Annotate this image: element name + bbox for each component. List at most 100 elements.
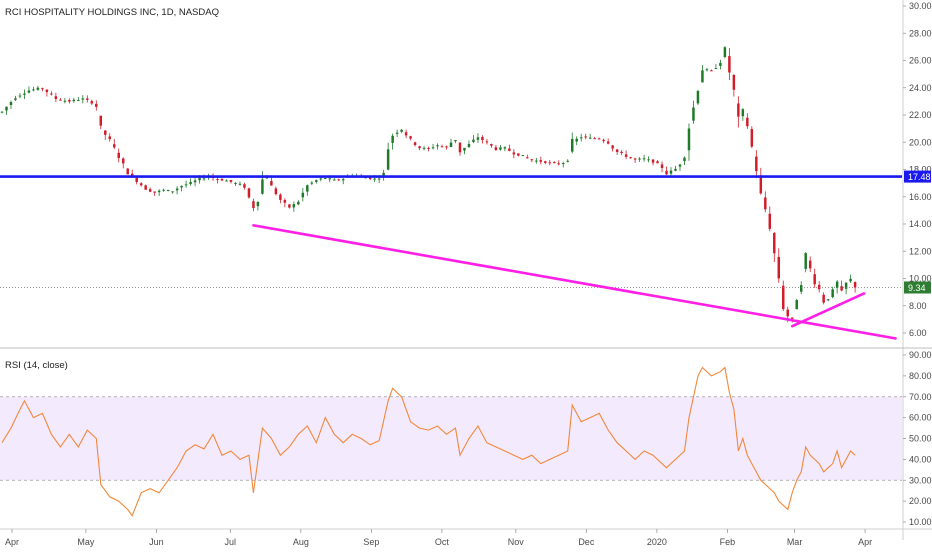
candle-body xyxy=(719,62,722,66)
candle-body xyxy=(790,317,794,319)
candle-body xyxy=(799,285,803,292)
time-tick-label: Mar xyxy=(787,537,803,547)
candle-body xyxy=(817,284,821,290)
candle-body xyxy=(193,180,197,183)
candle-body xyxy=(99,115,103,126)
candle-body xyxy=(844,282,848,289)
candle-body xyxy=(723,47,727,58)
candle-body xyxy=(86,98,89,100)
candle-body xyxy=(808,260,812,269)
candle-body xyxy=(696,90,700,104)
time-tick-label: Nov xyxy=(508,537,525,547)
candle-body xyxy=(404,132,408,136)
candle-body xyxy=(544,161,547,163)
candle-body xyxy=(804,253,807,269)
candle-body xyxy=(409,136,412,139)
price-tick-label: 22.00 xyxy=(909,110,932,120)
candle-body xyxy=(512,152,516,155)
candle-body xyxy=(288,204,291,208)
candle-body xyxy=(32,89,35,91)
time-tick-label: Apr xyxy=(5,537,19,547)
candle-body xyxy=(773,233,776,254)
candle-body xyxy=(175,188,179,191)
candle-body xyxy=(216,179,219,181)
candle-body xyxy=(306,185,309,192)
candle-body xyxy=(530,159,534,161)
candle-body xyxy=(660,164,664,169)
candle-body xyxy=(368,177,372,179)
rsi-tick-label: 10.00 xyxy=(909,517,932,527)
candle-body xyxy=(835,281,839,288)
rsi-tick-label: 40.00 xyxy=(909,454,932,464)
candle-body xyxy=(135,177,138,183)
chart-title: RCI HOSPITALITY HOLDINGS INC, 1D, NASDAQ xyxy=(5,7,219,18)
rsi-title: RSI (14, close) xyxy=(5,360,68,371)
candle-body xyxy=(831,289,834,298)
candle-body xyxy=(597,138,601,140)
candle-body xyxy=(566,160,569,162)
candle-body xyxy=(90,101,94,104)
descending-trendline[interactable] xyxy=(252,224,897,340)
time-tick-label: Apr xyxy=(858,537,872,547)
candle-body xyxy=(72,99,76,102)
candle-body xyxy=(714,68,718,70)
candle-body xyxy=(786,309,789,317)
candle-body xyxy=(840,286,843,291)
ascending-trendline[interactable] xyxy=(790,292,866,328)
candle-body xyxy=(692,107,695,121)
candle-body xyxy=(77,99,80,101)
candle-body xyxy=(234,182,237,184)
candle-body xyxy=(319,178,323,180)
candle-body xyxy=(23,93,26,95)
candle-body xyxy=(202,178,206,180)
candle-body xyxy=(283,200,287,203)
candle-body xyxy=(59,99,62,101)
rsi-tick-label: 70.00 xyxy=(909,392,932,402)
candle-body xyxy=(63,100,67,102)
candle-body xyxy=(768,213,772,229)
candle-body xyxy=(54,96,58,99)
candle-body xyxy=(113,144,116,148)
candle-body xyxy=(5,106,8,111)
candle-body xyxy=(674,168,677,171)
candle-body xyxy=(104,130,107,135)
candle-body xyxy=(27,90,31,93)
candle-body xyxy=(162,189,165,191)
candle-body xyxy=(126,168,129,175)
candle-body xyxy=(746,117,749,127)
rsi-line-group xyxy=(1,366,856,517)
price-tick-label: 26.00 xyxy=(909,56,932,66)
candle-body xyxy=(651,159,655,163)
candle-body xyxy=(229,180,233,182)
candle-body xyxy=(328,178,332,180)
candle-body xyxy=(557,163,561,165)
candle-body xyxy=(575,138,578,142)
candle-body xyxy=(710,70,713,72)
price-tick-label: 20.00 xyxy=(909,137,932,147)
last-price-tag-bg xyxy=(904,281,931,294)
rsi-tick-label: 90.00 xyxy=(909,350,932,360)
candle-body xyxy=(705,69,709,71)
price-tick-label: 8.00 xyxy=(909,301,927,311)
candle-body xyxy=(458,142,462,153)
time-tick-label: 2020 xyxy=(647,537,667,547)
price-tick-label: 12.00 xyxy=(909,246,932,256)
candle-body xyxy=(669,170,673,174)
time-tick-label: Jun xyxy=(149,537,164,547)
candle-body xyxy=(436,145,439,147)
candle-body xyxy=(620,151,623,154)
candle-body xyxy=(728,56,731,73)
candle-body xyxy=(701,70,704,83)
candle-body xyxy=(431,147,435,149)
candle-body xyxy=(333,179,336,181)
candle-body xyxy=(108,136,112,140)
price-tick-label: 14.00 xyxy=(909,219,932,229)
candle-body xyxy=(656,161,659,164)
candle-body xyxy=(593,138,596,140)
candle-body xyxy=(341,179,345,181)
rsi-line xyxy=(1,366,856,517)
candle-body xyxy=(570,138,574,152)
candle-body xyxy=(553,162,556,164)
candle-body xyxy=(633,158,637,160)
candle-body xyxy=(9,102,13,106)
